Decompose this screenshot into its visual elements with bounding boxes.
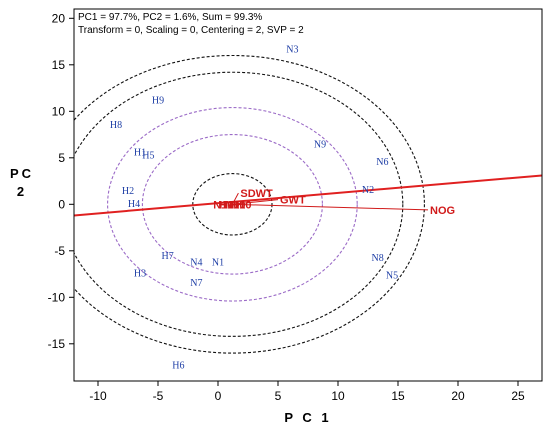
center-cluster-label: H10 <box>219 199 239 211</box>
x-axis-title: P C 1 <box>284 410 331 425</box>
genotype-point-n4: N4 <box>190 257 202 268</box>
ring-5 <box>74 54 425 354</box>
trait-vector-nog <box>232 203 429 211</box>
center-cluster-label: N10 <box>213 199 233 211</box>
x-tick-label: -10 <box>89 389 107 403</box>
stats-line-1: PC1 = 97.7%, PC2 = 1.6%, Sum = 99.3% <box>78 12 262 23</box>
y-axis-title-line-1: PC <box>10 166 34 181</box>
genotype-point-n6: N6 <box>376 157 388 168</box>
x-axis-ticks: -10 -5 0 5 10 15 20 25 <box>89 381 525 403</box>
genotype-point-h7: H7 <box>161 251 173 262</box>
y-tick-label: -10 <box>48 290 66 304</box>
y-tick-label: 15 <box>52 58 66 72</box>
genotype-point-n8: N8 <box>371 253 383 264</box>
ring-2 <box>141 134 323 275</box>
plot-frame <box>73 8 543 382</box>
average-environment-axis <box>74 174 542 217</box>
genotype-point-n3: N3 <box>286 44 298 55</box>
trait-labels: SDWT GWT NOG <box>240 188 455 217</box>
trait-vectors <box>231 192 429 211</box>
genotype-point-n1: N1 <box>212 257 224 268</box>
y-tick-label: 5 <box>58 151 65 165</box>
genotype-point-n5: N5 <box>386 270 398 281</box>
x-tick-label: 20 <box>451 389 465 403</box>
genotype-point-h2: H2 <box>122 186 134 197</box>
genotype-point-h9: H9 <box>152 96 164 107</box>
trait-vector-gwt <box>232 199 279 205</box>
x-tick-label: 25 <box>511 389 525 403</box>
trait-vector-sdwt <box>231 192 239 205</box>
x-tick-label: -5 <box>153 389 164 403</box>
y-tick-label: -5 <box>54 244 65 258</box>
genotype-point-h8: H8 <box>110 120 122 131</box>
genotype-point-h5: H5 <box>142 151 154 162</box>
center-cluster-label: N10 <box>225 199 245 211</box>
axis-line <box>74 174 542 217</box>
genotype-point-h6: H6 <box>172 361 184 372</box>
ring-4 <box>74 71 404 337</box>
trait-label-nog: NOG <box>430 205 455 217</box>
y-tick-label: 10 <box>52 104 66 118</box>
x-tick-label: 0 <box>215 389 222 403</box>
trait-label-gwt: GWT <box>280 195 306 207</box>
genotype-point-n7: N7 <box>190 278 202 289</box>
stats-line-2: Transform = 0, Scaling = 0, Centering = … <box>78 25 304 36</box>
genotype-point-n9: N9 <box>314 139 326 150</box>
x-tick-label: 5 <box>275 389 282 403</box>
genotype-point-n2: N2 <box>362 185 374 196</box>
y-tick-label: 20 <box>52 11 66 25</box>
x-tick-label: 10 <box>331 389 345 403</box>
ring-1 <box>192 173 273 236</box>
trait-label-sdwt: SDWT <box>240 188 273 200</box>
concentric-rings <box>74 54 425 354</box>
genotype-point-h1: H1 <box>134 148 146 159</box>
y-tick-label: 0 <box>58 197 65 211</box>
center-cluster-label: H10 <box>231 199 251 211</box>
x-tick-label: 15 <box>391 389 405 403</box>
y-tick-label: -15 <box>48 337 66 351</box>
y-axis-title-line-2: 2 <box>17 184 27 199</box>
genotype-point-h4: H4 <box>128 199 140 210</box>
genotype-point-h3: H3 <box>134 269 146 280</box>
y-axis-ticks: -15 -10 -5 0 5 10 15 20 <box>48 11 74 351</box>
